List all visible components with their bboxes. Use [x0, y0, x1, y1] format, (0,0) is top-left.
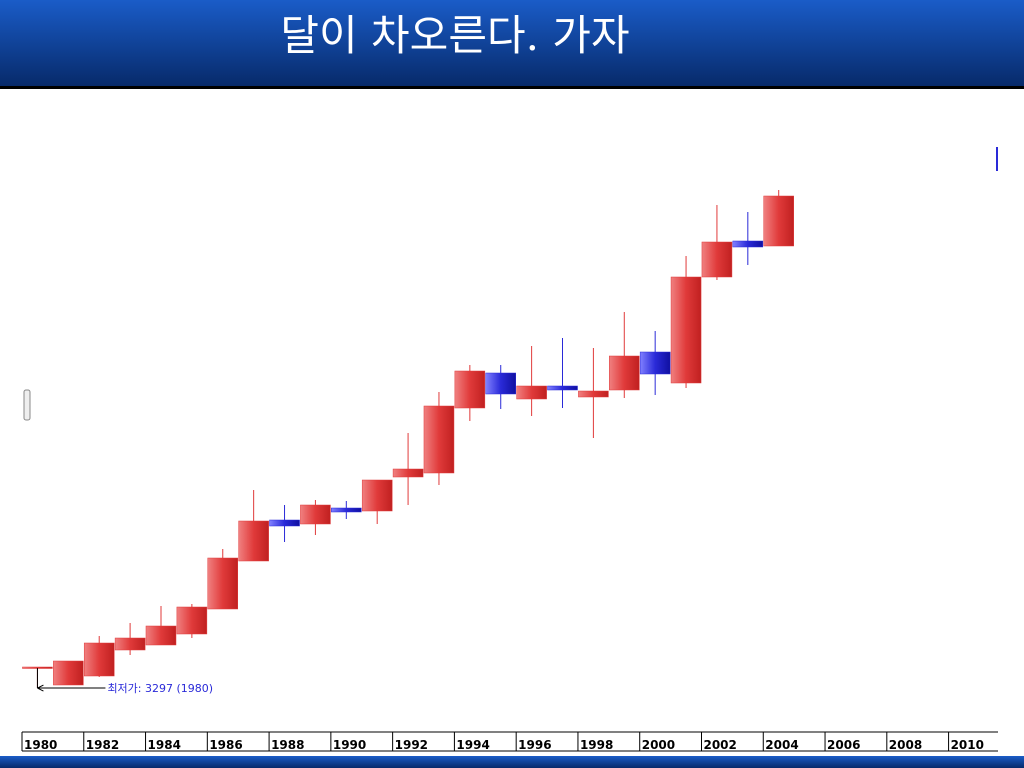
candle-body — [392, 468, 424, 478]
candle-body — [763, 195, 794, 247]
candle-body — [732, 240, 764, 248]
candle-body — [547, 385, 578, 391]
x-tick-label: 1984 — [148, 738, 181, 752]
x-tick-label: 1988 — [271, 738, 304, 752]
candle-body — [83, 642, 115, 677]
annotation: 최저가: 3297 (1980) — [107, 682, 213, 695]
candle-body — [701, 241, 733, 278]
candle-body — [145, 625, 177, 646]
annotation-arrowhead — [37, 684, 44, 692]
candle-body — [300, 504, 331, 525]
candle-body — [485, 372, 516, 395]
x-tick-label: 1980 — [24, 738, 57, 752]
x-tick-label: 1982 — [86, 738, 119, 752]
x-tick-label: 2002 — [703, 738, 736, 752]
candle-body — [670, 276, 702, 384]
candle-body — [361, 479, 393, 512]
x-tick-label: 2010 — [951, 738, 984, 752]
candle-body — [207, 557, 239, 610]
x-tick-label: 2006 — [827, 738, 860, 752]
x-tick-label: 1996 — [518, 738, 551, 752]
footer-band — [0, 756, 1024, 768]
candle-body — [114, 637, 146, 651]
x-tick-label: 1992 — [395, 738, 428, 752]
chart-title: 달이 차오른다. 가자 — [280, 11, 629, 60]
candle-body — [609, 355, 640, 391]
candle-body — [578, 390, 609, 398]
candle-body — [53, 660, 84, 686]
x-tick-label: 1998 — [580, 738, 613, 752]
candle-body — [454, 370, 486, 409]
edge-marker — [996, 147, 998, 171]
x-tick-label: 2008 — [889, 738, 922, 752]
x-tick-label: 2000 — [642, 738, 675, 752]
scroll-handle — [23, 389, 31, 421]
candle-body — [516, 385, 547, 400]
candle-body — [269, 519, 300, 527]
candle-body — [238, 520, 269, 562]
x-tick-label: 2004 — [765, 738, 798, 752]
x-tick-label: 1994 — [456, 738, 489, 752]
x-tick-label: 1986 — [209, 738, 242, 752]
header-rule — [0, 86, 1024, 89]
candle-body — [639, 351, 671, 375]
candle-body — [423, 405, 455, 474]
header-band — [0, 0, 1024, 86]
x-tick-label: 1990 — [333, 738, 366, 752]
candle-body — [176, 606, 208, 635]
candle-body — [331, 507, 362, 513]
